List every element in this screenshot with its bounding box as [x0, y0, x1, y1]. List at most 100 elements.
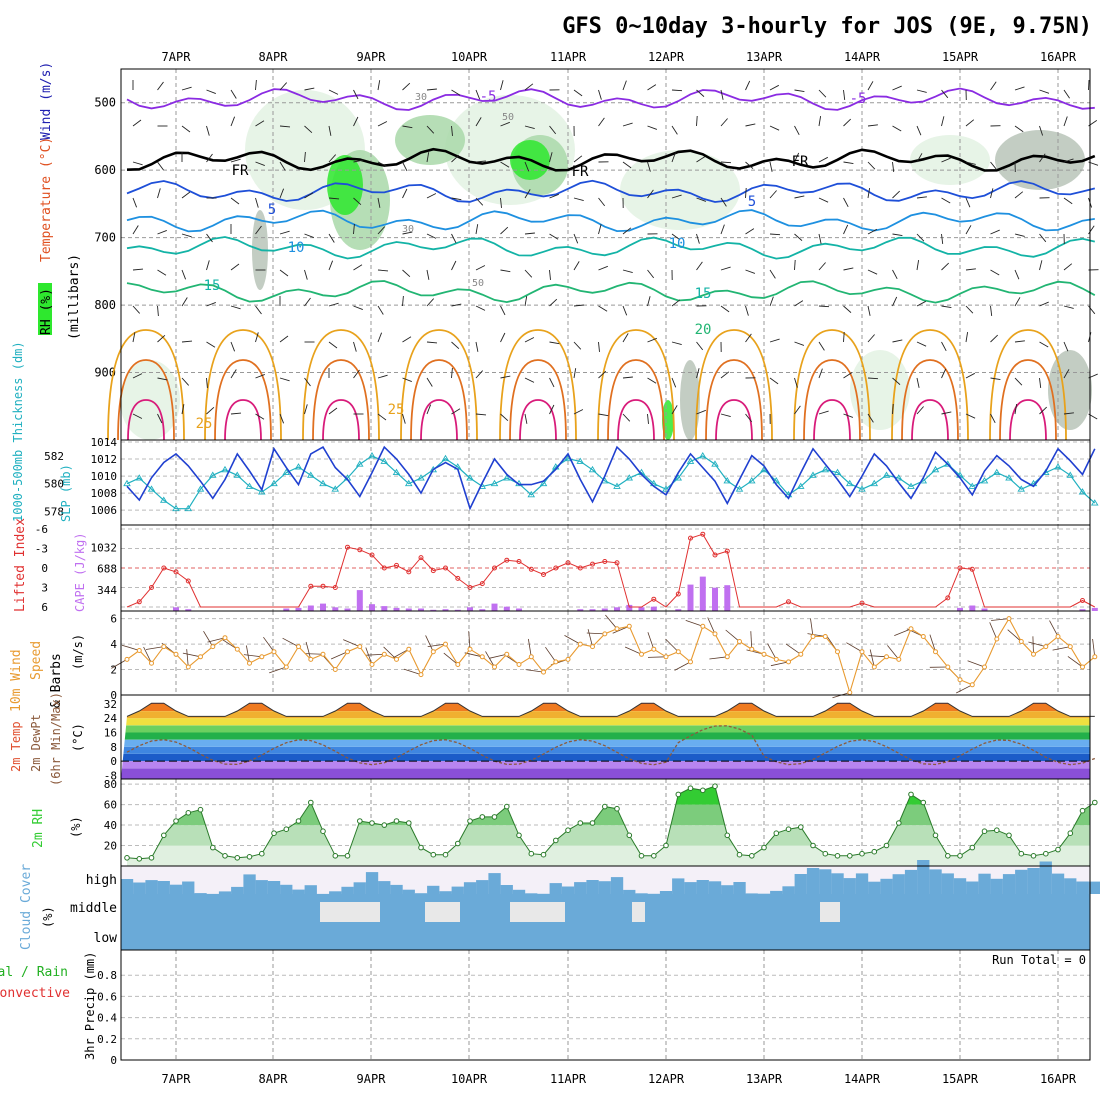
wind-barb-10m	[586, 632, 605, 635]
wind-speed-axis-label: Speed	[29, 641, 44, 680]
rh-point	[700, 787, 706, 794]
date-label-bottom: 12APR	[648, 1072, 685, 1086]
rh-point	[712, 783, 718, 790]
wind-barb	[818, 233, 822, 244]
cloud-high-bar	[157, 881, 170, 894]
rh-shade-area	[850, 350, 910, 430]
cloud-high-bar	[806, 868, 820, 894]
wind-barb	[696, 89, 705, 97]
wind-barb	[549, 125, 557, 135]
wind-barb	[598, 413, 609, 417]
wind-barb	[965, 161, 976, 165]
cape-bar	[393, 607, 400, 611]
li-series	[126, 533, 1096, 608]
wind-barb	[230, 369, 237, 379]
wind-barb	[230, 116, 236, 127]
wind-barb	[500, 197, 502, 208]
wind-barb-10m	[564, 635, 581, 645]
cloud-high-bar	[549, 883, 562, 894]
date-label-top: 16APR	[1040, 50, 1077, 64]
wind-barb	[818, 262, 826, 271]
wind-unit-label: (m/s)	[71, 634, 85, 670]
li-point	[308, 583, 314, 589]
li-point	[700, 531, 706, 537]
wind-barb	[892, 403, 894, 415]
wind-barb	[990, 377, 1001, 381]
cloud-high-bar	[672, 878, 685, 894]
cape-bar	[687, 584, 694, 611]
wind-barb	[1039, 89, 1050, 94]
temp-band	[121, 761, 1090, 769]
wind-barb	[745, 161, 754, 169]
wind-speed-point	[516, 662, 522, 667]
wind-speed-point	[247, 660, 252, 666]
wind-barb	[1014, 404, 1018, 415]
wind-speed-point	[308, 656, 314, 662]
cloud-high-bar	[463, 882, 477, 894]
wind-barb	[157, 377, 168, 381]
wind-barb	[916, 260, 920, 271]
wind-barb	[647, 189, 654, 199]
wind-barb	[794, 195, 805, 199]
li-point	[455, 575, 461, 581]
cloud-high-bar	[794, 874, 807, 894]
wind-barb	[402, 82, 411, 91]
rh-unit-label: (%)	[69, 816, 83, 838]
date-label-top: 11APR	[550, 50, 587, 64]
wind-barb	[941, 233, 944, 244]
cloud-high-bar	[782, 886, 795, 894]
wind-barb-10m	[366, 653, 385, 656]
contour-label: -5	[480, 89, 497, 105]
cloud-high-bar	[525, 893, 538, 894]
cloud-high-bar	[353, 882, 366, 894]
slp-tick-label: 1008	[91, 487, 118, 500]
cloud-high-bar	[133, 882, 146, 894]
temp2m-axis-label: 2m Temp	[9, 721, 23, 772]
thickness-point	[282, 468, 291, 476]
wind-barb	[132, 197, 138, 208]
isotherm-arc	[224, 399, 262, 441]
wind-barb	[524, 83, 534, 91]
wind-barb	[990, 334, 999, 343]
wind-barb-10m	[365, 647, 373, 665]
wind-barb	[132, 119, 142, 127]
isotherm-arc	[803, 359, 861, 441]
wind-barb	[1039, 233, 1047, 243]
thickness-point	[380, 457, 389, 464]
wind-speed-point	[430, 649, 436, 655]
wind-barb	[769, 125, 780, 131]
thickness-point	[245, 482, 254, 489]
rh-point	[418, 844, 424, 851]
wind-barb	[720, 161, 732, 164]
wind-barb	[843, 197, 849, 208]
wind-barb	[426, 125, 435, 134]
cloud-high-bar	[917, 860, 930, 894]
wind-barb	[255, 120, 265, 127]
wind-barb	[524, 161, 530, 172]
thickness-point	[833, 468, 842, 476]
wind-axis-label: Wind (m/s)	[39, 62, 54, 140]
wind-barb	[451, 303, 462, 307]
date-label-bottom: 14APR	[844, 1072, 881, 1086]
rh-point	[430, 851, 437, 858]
isotherm-arc	[715, 399, 753, 441]
wind-barb	[451, 408, 461, 415]
cape-bar	[173, 607, 179, 611]
millibars-axis-label: (millibars)	[67, 254, 82, 340]
wind-barb	[745, 123, 756, 127]
wind-barb	[426, 269, 430, 280]
wind-barb	[1063, 263, 1073, 271]
rh-point	[234, 855, 241, 861]
wind-barb	[818, 305, 830, 308]
li-point	[651, 596, 657, 602]
li-point	[381, 565, 387, 571]
rh-point	[859, 850, 865, 857]
wind-barb	[867, 413, 874, 423]
cloud-high-bar	[280, 884, 293, 894]
thickness-point	[270, 479, 278, 487]
wind-barb	[549, 152, 553, 163]
cloud-high-bar	[427, 885, 440, 894]
date-label-top: 10APR	[451, 50, 488, 64]
wind-barb	[279, 82, 288, 91]
